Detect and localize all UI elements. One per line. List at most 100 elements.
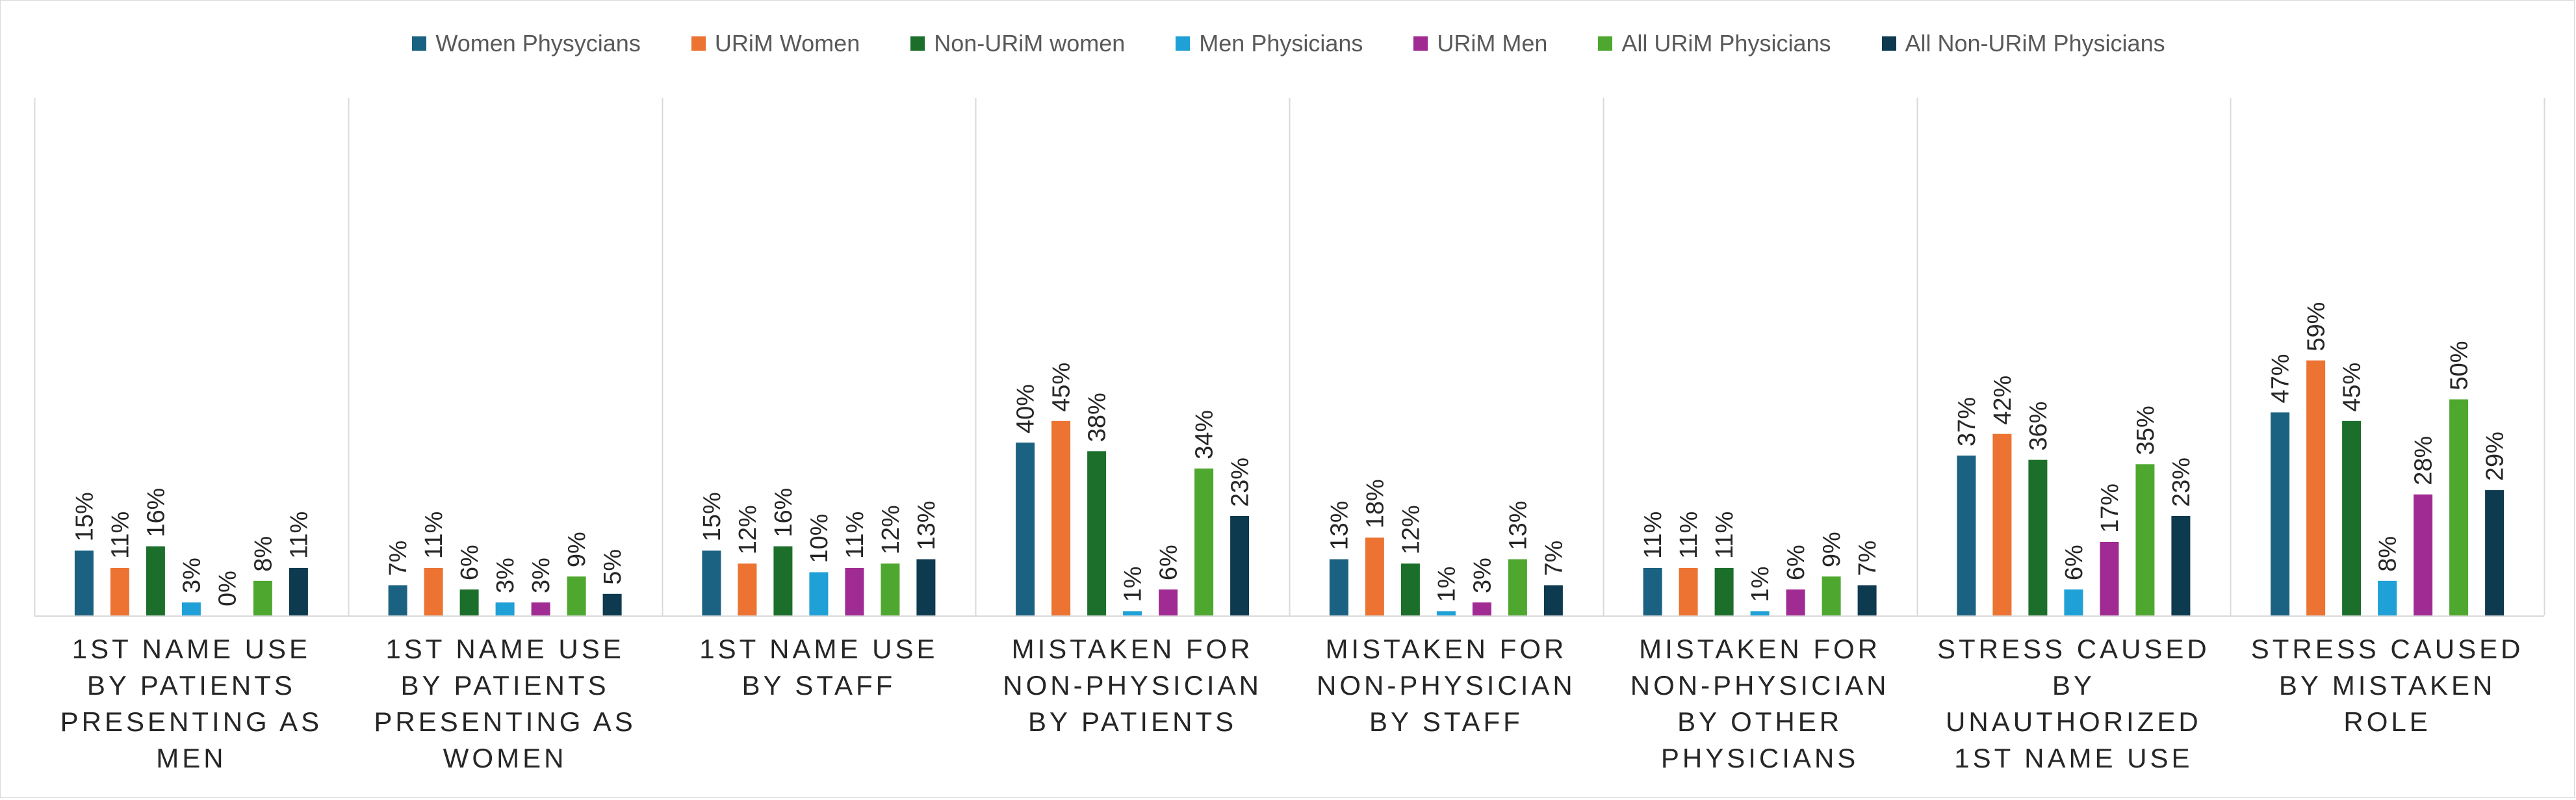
legend-item: Non-URiM women: [910, 30, 1125, 57]
legend-label: URiM Men: [1437, 30, 1548, 57]
legend-label: URiM Women: [714, 30, 860, 57]
bar: [2485, 490, 2505, 615]
bar: [110, 567, 129, 616]
bar: [531, 602, 550, 615]
bar: [1230, 516, 1250, 615]
data-label: 6%: [1783, 545, 1810, 580]
data-label: 13%: [913, 500, 940, 550]
legend-swatch: [1598, 36, 1613, 51]
bar: [1400, 563, 1420, 615]
data-label: 3%: [528, 558, 555, 593]
data-label: 16%: [770, 488, 797, 537]
legend-item: URiM Men: [1413, 30, 1547, 57]
data-label: 9%: [1818, 532, 1846, 567]
data-label: 36%: [2025, 402, 2052, 451]
bar: [2342, 420, 2362, 616]
legend-label: Women Physycians: [435, 30, 641, 57]
bar: [1159, 589, 1178, 615]
data-label: 11%: [1640, 511, 1667, 559]
data-label: 59%: [2303, 302, 2330, 352]
data-label: 17%: [2096, 484, 2124, 533]
data-label: 7%: [385, 541, 412, 576]
bar: [567, 576, 586, 615]
legend-item: All URiM Physicians: [1598, 30, 1831, 57]
data-label: 47%: [2267, 354, 2295, 403]
bar: [773, 546, 793, 615]
bar: [1508, 559, 1527, 615]
bar: [2028, 459, 2048, 615]
legend-label: All Non-URiM Physicians: [1905, 30, 2165, 57]
data-label: 5%: [599, 549, 626, 585]
bar: [289, 567, 308, 616]
legend-swatch: [1413, 36, 1428, 51]
bar: [1750, 611, 1770, 616]
bar: [495, 602, 515, 615]
category-label: 1st Name Use by Staff: [699, 634, 938, 701]
bar: [2100, 542, 2119, 616]
bar: [1714, 567, 1734, 616]
bar: [1992, 433, 2012, 615]
data-label: 8%: [2375, 536, 2402, 572]
bar: [1329, 559, 1348, 615]
bar: [845, 567, 864, 616]
legend-label: All URiM Physicians: [1621, 30, 1831, 57]
bar: [2171, 516, 2191, 615]
bar: [1679, 567, 1698, 616]
bar: [1365, 537, 1384, 615]
bar: [881, 563, 900, 615]
bar: [2414, 494, 2433, 615]
data-label: 34%: [1191, 410, 1218, 459]
bar: [1543, 585, 1563, 616]
data-label: 6%: [456, 545, 483, 580]
data-label: 7%: [1854, 541, 1881, 576]
bar: [2378, 580, 2397, 615]
data-label: 10%: [806, 513, 833, 563]
data-label: 29%: [2482, 432, 2509, 481]
data-label: 13%: [1326, 500, 1353, 550]
data-label: 6%: [1155, 545, 1183, 580]
bar: [1087, 451, 1107, 615]
data-label: 23%: [2168, 458, 2195, 507]
bar: [1822, 576, 1841, 615]
data-label: 11%: [420, 511, 448, 559]
legend-swatch: [910, 36, 925, 51]
bar: [181, 602, 201, 615]
bar: [2306, 360, 2326, 615]
bar: [1194, 468, 1214, 615]
data-label: 45%: [2339, 363, 2366, 412]
data-label: 11%: [1675, 511, 1703, 559]
bar: [1472, 602, 1491, 615]
data-label: 9%: [563, 532, 591, 567]
data-label: 11%: [107, 511, 134, 559]
bar: [602, 593, 622, 616]
bar: [809, 572, 829, 615]
category-label: 1st Name Use by Patients Presenting as M…: [60, 634, 323, 773]
data-label: 1%: [1747, 566, 1774, 602]
legend-item: URiM Women: [691, 30, 860, 57]
data-label: 3%: [178, 558, 205, 593]
data-label: 23%: [1227, 458, 1254, 507]
data-label: 11%: [1711, 511, 1738, 559]
data-label: 37%: [1953, 397, 1981, 446]
bar: [738, 563, 757, 615]
data-label: 12%: [1397, 505, 1424, 554]
bar: [146, 546, 165, 615]
legend-label: Non-URiM women: [934, 30, 1126, 57]
bar: [253, 580, 272, 615]
bar: [2449, 399, 2469, 615]
legend-swatch: [1881, 36, 1896, 51]
bar: [1436, 611, 1456, 616]
data-label: 7%: [1540, 541, 1567, 576]
bar: [424, 567, 443, 616]
bar: [1957, 456, 1976, 616]
bar: [459, 589, 479, 615]
data-label: 50%: [2446, 341, 2473, 390]
data-label: 12%: [877, 505, 905, 554]
legend-swatch: [412, 36, 427, 51]
data-label: 1%: [1120, 566, 1147, 602]
data-label: 12%: [734, 505, 762, 554]
legend-item: All Non-URiM Physicians: [1881, 30, 2165, 57]
data-label: 45%: [1048, 363, 1075, 412]
